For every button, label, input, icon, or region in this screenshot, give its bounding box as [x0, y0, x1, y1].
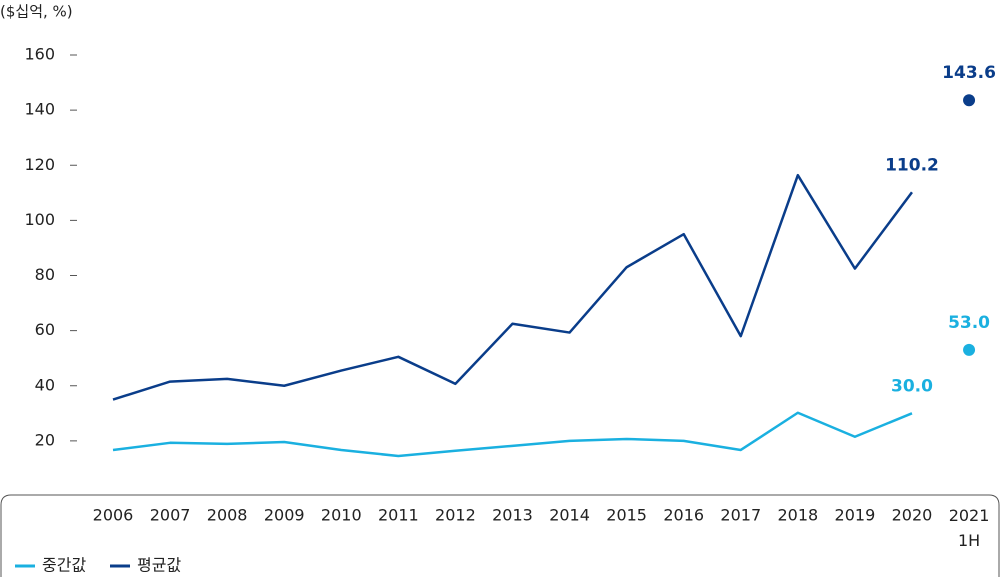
frame	[0, 494, 1000, 577]
x-tick-label: 2008	[207, 506, 248, 525]
legend-label: 중간값	[42, 556, 86, 575]
x-tick-label: 2021 1H	[949, 506, 990, 550]
y-tick-label: 100	[24, 210, 55, 229]
x-tick-label: 2010	[321, 506, 362, 525]
x-tick-label: 2014	[549, 506, 590, 525]
y-tick-label: 160	[24, 45, 55, 64]
x-tick-label: 2012	[435, 506, 476, 525]
data-point	[963, 343, 976, 356]
x-tick-label: 2009	[264, 506, 305, 525]
y-tick-label: 40	[35, 375, 55, 394]
x-tick-label: 2020	[892, 506, 933, 525]
y-tick-label: 60	[35, 320, 55, 339]
value-label: 53.0	[948, 313, 990, 333]
series-line	[112, 411, 913, 458]
value-label: 143.6	[942, 63, 996, 83]
y-tick-label: 140	[24, 100, 55, 119]
y-axis-label: ($십억, %)	[0, 3, 73, 21]
x-tick-label: 2018	[777, 506, 818, 525]
x-tick-label: 2016	[663, 506, 704, 525]
y-tick-label: 120	[24, 155, 55, 174]
x-tick-label: 2017	[720, 506, 761, 525]
x-tick-label: 2011	[378, 506, 419, 525]
y-tick-label: 80	[35, 265, 55, 284]
legend-label: 평균값	[137, 556, 181, 575]
y-tick-label: 20	[35, 430, 55, 449]
data-point	[963, 94, 976, 107]
value-label: 30.0	[891, 376, 933, 396]
x-tick-label: 2007	[150, 506, 191, 525]
x-tick-label: 2013	[492, 506, 533, 525]
x-tick-label: 2015	[606, 506, 647, 525]
x-tick-label: 2019	[835, 506, 876, 525]
value-label: 110.2	[885, 155, 939, 175]
x-tick-label: 2006	[93, 506, 134, 525]
series-line	[112, 173, 913, 401]
